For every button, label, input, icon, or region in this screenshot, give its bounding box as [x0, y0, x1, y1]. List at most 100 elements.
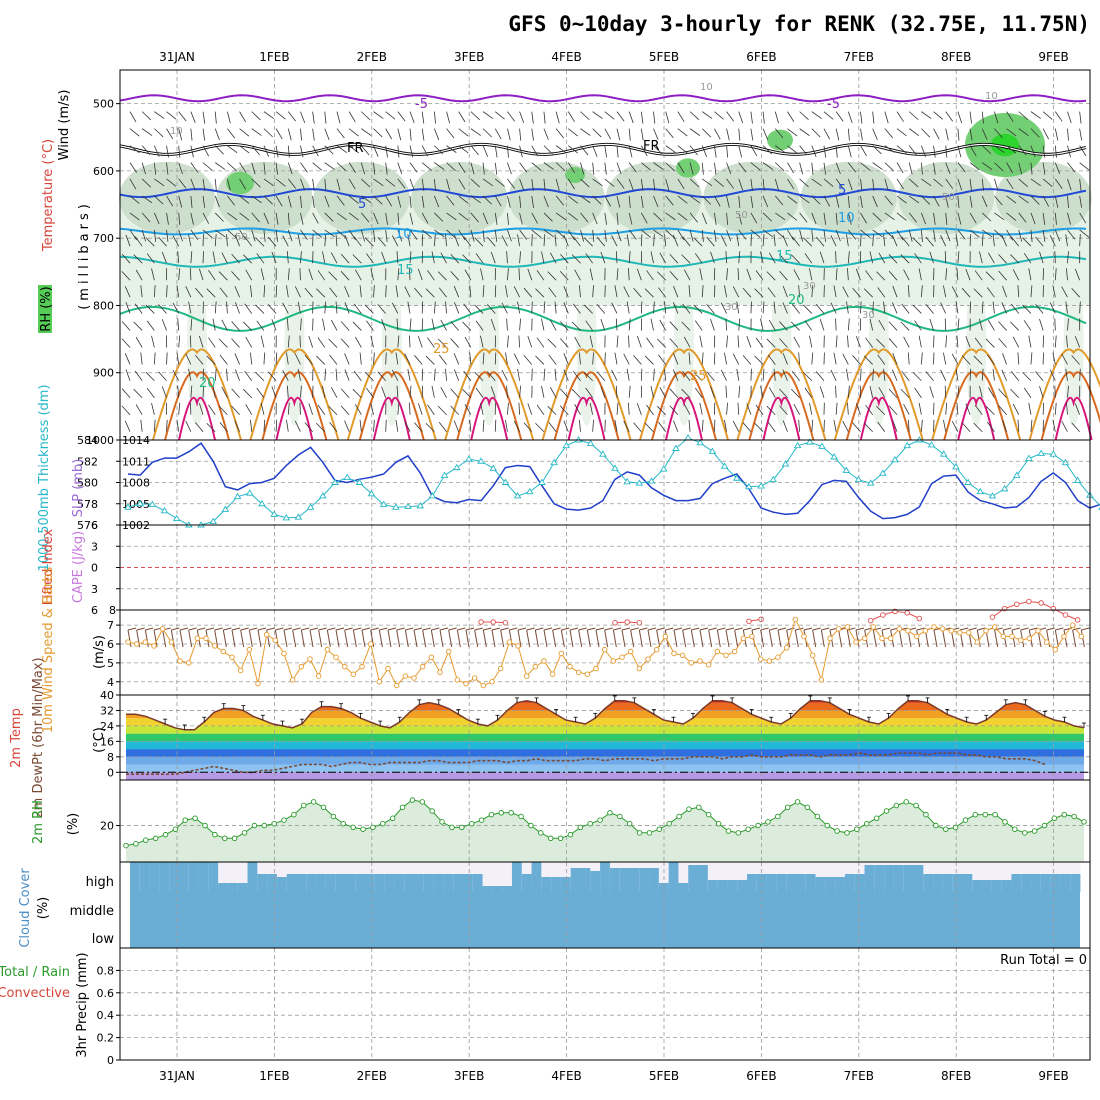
wind10m-barb	[578, 629, 583, 648]
temp-contour-arch	[553, 371, 620, 441]
wind-barb	[945, 195, 949, 208]
wind-barb	[239, 111, 246, 123]
wind-barb	[208, 270, 216, 281]
wind-barb	[563, 369, 569, 381]
wind-barb	[263, 145, 270, 157]
wind-barb	[431, 385, 435, 398]
wind-barb	[166, 162, 169, 175]
wind-barb	[669, 338, 679, 348]
date-label-top: 4FEB	[551, 50, 581, 64]
rh2m-marker	[518, 813, 524, 820]
slp-marker	[404, 502, 412, 510]
wind-barb	[732, 420, 740, 432]
wind-barb	[1067, 195, 1069, 208]
wind-barb	[574, 336, 581, 348]
wind-barb	[397, 178, 406, 189]
cloud-high-cell	[247, 862, 258, 892]
contour-label: 20	[199, 376, 216, 391]
temp-color-band	[126, 772, 1084, 780]
wind-barb	[969, 178, 972, 191]
wind-barb	[198, 335, 204, 348]
rh2m-marker	[182, 817, 189, 823]
wind-barb	[275, 128, 283, 140]
wind10m-marker	[939, 626, 946, 632]
wind-barb	[726, 162, 732, 175]
wind10m-barb-flag	[1011, 627, 1021, 631]
wind-barb	[746, 336, 752, 348]
wind-barb	[888, 321, 898, 331]
slp-marker	[428, 492, 437, 499]
wind-barb	[907, 419, 910, 432]
rh2m-marker	[913, 802, 919, 809]
wind-barb	[312, 195, 315, 208]
wind-barb	[888, 254, 898, 264]
wind-barb	[463, 370, 472, 381]
wind-barb	[437, 271, 447, 281]
wind-barb	[640, 234, 643, 247]
wind-barb	[458, 145, 469, 154]
wind-barb	[908, 128, 920, 136]
wind-barb	[141, 128, 153, 136]
wind-barb	[304, 355, 313, 365]
wind-barb	[397, 195, 402, 208]
date-label-bottom: 4FEB	[551, 1069, 581, 1083]
date-label-bottom: 6FEB	[746, 1069, 776, 1083]
wind-barb	[141, 212, 151, 223]
wind-barb	[190, 212, 194, 225]
wind-barb	[354, 336, 362, 348]
wind-barb	[908, 195, 920, 204]
wind-barb	[395, 419, 399, 432]
wind-barb	[1035, 303, 1044, 314]
wind-barb	[454, 369, 460, 381]
tick-label: 24	[100, 720, 114, 733]
temp-contour-arch	[178, 396, 216, 441]
wind-barb	[1054, 212, 1057, 225]
wind-barb	[693, 237, 703, 247]
wind-barb	[287, 178, 296, 189]
lifted-index-axis-title: Lifted Index	[41, 528, 56, 605]
wind-barb	[446, 162, 456, 171]
wind-barb	[166, 195, 174, 207]
wind-barb	[961, 287, 971, 298]
wind-barb	[653, 178, 656, 191]
wind-barb	[391, 369, 399, 381]
wind-barb	[482, 128, 492, 138]
wind-barb	[462, 321, 472, 331]
wind-barb	[1022, 304, 1032, 314]
wind10m-barb-flag	[205, 627, 215, 631]
wind10m-barb	[292, 629, 297, 648]
wind10m-marker	[766, 658, 773, 664]
wind-barb	[847, 145, 852, 158]
wind-barb	[914, 253, 922, 264]
wind10m-barb	[734, 629, 739, 648]
wind-barb	[604, 178, 615, 187]
wind-barb	[1054, 335, 1057, 348]
cloud-high-cell	[835, 877, 846, 892]
wind10m-marker	[393, 682, 400, 689]
tick-label: 578	[77, 498, 98, 511]
wind-barb	[506, 385, 508, 398]
wind-barb	[469, 352, 472, 365]
wind-barb	[385, 128, 393, 140]
wind-barb	[1067, 251, 1069, 264]
cloud-high-cell	[365, 874, 376, 892]
wind-barb	[580, 145, 589, 156]
wind-barb	[244, 370, 253, 381]
wind-barb	[458, 212, 469, 221]
wind10m-marker	[541, 658, 547, 664]
temp-color-band	[126, 733, 1084, 742]
wind-barb	[811, 162, 814, 175]
wind-barb	[214, 162, 226, 170]
wind-barb	[563, 353, 569, 365]
cloud-axis-unit: (%)	[36, 897, 51, 920]
wind-barb	[665, 128, 674, 139]
rh2m-marker	[399, 804, 406, 811]
wind-barb	[628, 111, 634, 124]
wind-barb	[918, 402, 922, 415]
wind-barb	[1035, 236, 1044, 247]
wind-barb	[513, 286, 520, 298]
wind10m-barb	[352, 629, 357, 648]
wind-barb	[583, 304, 593, 314]
temp2m-axis-unit: (°C)	[92, 727, 107, 753]
wind-barb	[994, 128, 1003, 139]
